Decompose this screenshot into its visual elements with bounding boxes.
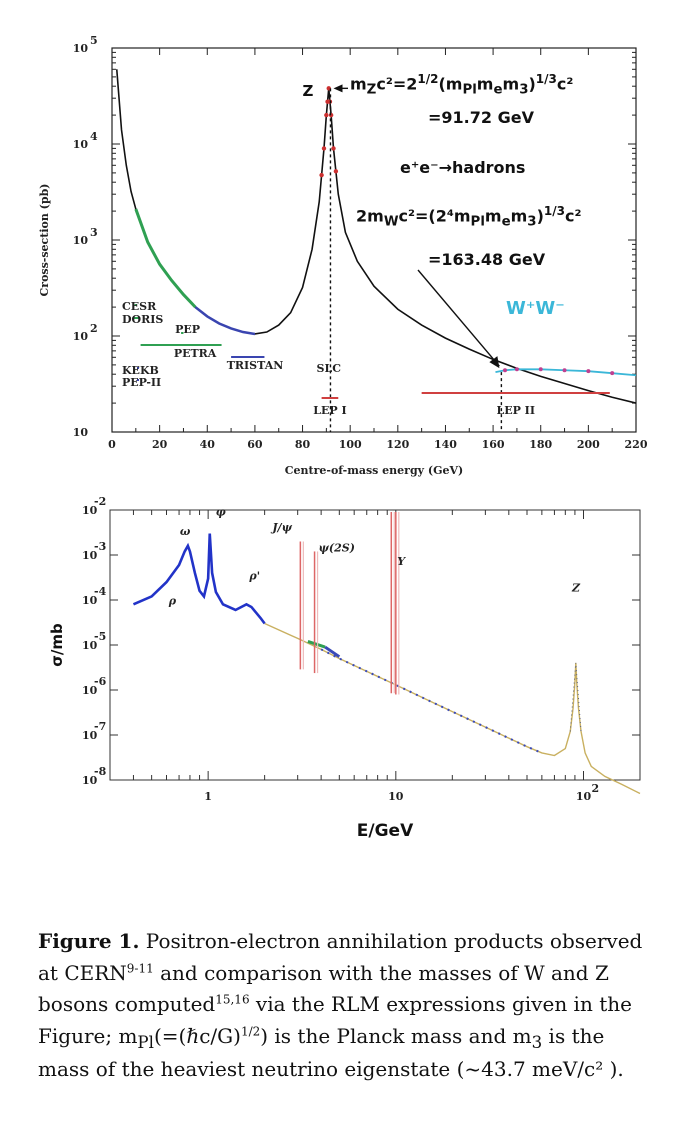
experiment-label-pep-ii: PEP-II [122,376,161,389]
ww-data-point [538,367,543,372]
plot-frame [111,47,637,433]
y-tick-label: 10 [73,138,89,151]
experiment-label-tristan: TRISTAN [227,359,284,372]
x-axis-label: E/GeV [357,821,414,841]
x-tick-label: 140 [434,438,457,451]
x-tick-label: 160 [482,438,505,451]
blue-data-points [194,306,256,336]
w-arrow-head [489,356,500,369]
green-data-points [307,640,326,649]
z-peak-data-point [324,112,329,118]
resonance-label: φ [216,506,226,519]
ww-data-point [586,369,591,374]
w-arrow-line [417,269,500,367]
y-tick-exponent: -4 [94,585,107,598]
x-tick-label: 100 [339,438,362,451]
z-peak-data-point [321,146,327,151]
y-tick-label: 10 [82,774,98,787]
y-tick-exponent: -2 [94,495,106,508]
x-tick-label: 200 [577,438,600,451]
resonance-label: J/ψ [270,521,292,534]
x-tick-label: 180 [529,438,552,451]
y-tick-exponent: -7 [94,720,106,733]
z-peak-data-points [569,662,582,732]
resonance-label: ρ' [248,570,260,583]
experiment-label-lep ii: LEP II [496,404,535,417]
y-tick-label: 10 [73,426,89,439]
experiment-label-lep i: LEP I [313,404,346,417]
resonance-label: ω [180,525,191,538]
mz-formula: mZc²=21/2(mPlmem3)1/3c² [350,72,573,98]
green-data-points [134,208,197,309]
experiment-label-pep: PEP [175,323,200,336]
experiment-label-doris: DORIS [122,313,163,326]
z-peak-data-point [333,169,339,174]
low-energy-data-curve [132,533,266,625]
experiment-label-slc: SLC [317,362,342,375]
y-tick-label: 10 [73,330,89,343]
x-tick-exponent: 2 [592,782,600,795]
resonance-label: ψ(2S) [319,541,355,554]
z-peak-data-point [319,172,324,178]
mw-value: =163.48 GeV [428,250,545,269]
caption-label: Figure 1. [38,929,140,953]
x-tick-label: 80 [295,438,311,451]
x-tick-label: 0 [108,438,116,451]
y-axis-label: σ/mb [48,623,66,667]
process-label: e⁺e⁻→hadrons [400,158,525,177]
ww-data-point [514,367,519,372]
y-tick-exponent: 5 [90,34,98,47]
resonance-label: Υ [397,555,406,568]
caption-text: Positron-electron annihilation products … [38,929,643,1081]
y-tick-exponent: 3 [90,226,98,239]
blue-data-points [320,648,543,754]
blue-data-segment [324,645,341,658]
z-label: Z [303,82,314,100]
ww-data-point [610,371,615,376]
x-tick-label: 220 [625,438,648,451]
x-tick-label: 60 [247,438,263,451]
y-tick-exponent: -3 [94,540,106,553]
y-tick-label: 10 [82,504,98,517]
y-tick-label: 10 [73,42,89,55]
sigma-chart: 1 10 10210-210-310-410-510-610-710-8E/GeVσ… [48,495,641,841]
experiment-label-cesr: CESR [122,300,157,313]
y-tick-exponent: 4 [90,130,98,143]
y-tick-label: 10 [82,594,98,607]
mw-formula: 2mWc²=(2⁴mPlmem3)1/3c² [356,204,581,230]
y-tick-label: 10 [73,234,89,247]
x-tick-label: 10 [576,790,592,803]
y-tick-exponent: -6 [94,675,107,688]
resonance-label: Z [571,582,581,595]
z-arrow-head [333,84,343,93]
x-tick-label: 10 [388,790,404,803]
z-peak-data-point [331,146,336,151]
y-tick-exponent: -8 [94,765,107,778]
y-tick-label: 10 [82,549,98,562]
cross-section-chart: 0 20 40 60 80 100 120 140 160 180 200 2201010210310… [38,34,648,477]
y-tick-exponent: -5 [94,630,106,643]
x-tick-label: 20 [152,438,168,451]
figure-caption: Figure 1. Positron-electron annihilation… [38,928,658,1083]
y-tick-exponent: 2 [90,322,98,335]
fit-curve [264,622,641,795]
y-tick-label: 10 [82,639,98,652]
y-tick-label: 10 [82,729,98,742]
ww-label: W⁺W⁻ [506,298,565,319]
x-tick-label: 40 [200,438,216,451]
mz-value: =91.72 GeV [428,108,534,127]
x-tick-label: 120 [386,438,409,451]
ww-data-point [503,368,507,373]
ww-data-point [562,368,567,373]
experiment-label-kekb: KEKB [122,364,159,377]
resonance-label: ρ [168,595,177,608]
y-tick-label: 10 [82,684,98,697]
x-axis-label: Centre-of-mass energy (GeV) [285,464,463,477]
y-axis-label: Cross-section (pb) [38,184,51,297]
x-tick-label: 1 [204,790,212,803]
experiment-label-petra: PETRA [174,347,217,360]
